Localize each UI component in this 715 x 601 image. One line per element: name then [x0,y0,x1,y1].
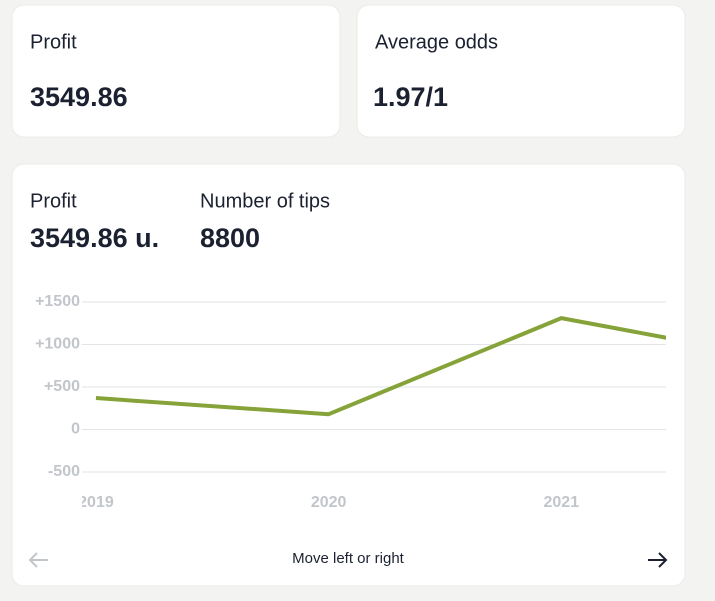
line [95,316,666,417]
x-tick-label: 2020 [311,494,347,511]
card-label: Average odds [375,31,498,53]
y-tick-label: 0 [71,421,80,438]
chart-card [11,163,686,587]
card-value: 1.97/1 [373,82,448,112]
plot-area: 2019 2020 2021 [78,316,666,511]
summary-label: Profit [30,190,77,212]
y-tick-label: +1000 [35,336,80,353]
right-arrow[interactable] [648,552,668,568]
card-value: 3549.86 [30,82,128,112]
summary-label: Number of tips [200,190,330,212]
summary-value: 3549.86 u. [30,223,159,253]
navigation-hint: Move left or right [292,550,405,567]
card [11,4,341,138]
x-tick-label: 2019 [78,494,114,511]
x-tick-label: 2021 [544,494,580,511]
y-tick-label: +500 [44,378,80,395]
left-arrow[interactable] [28,552,48,568]
summary-value: 8800 [200,223,260,253]
card-label: Profit [30,31,77,53]
card [356,4,686,138]
y-tick-label: +1500 [35,293,80,310]
y-tick-label: -500 [48,463,80,480]
chart: +1500 +1000 +500 0 -500 2019 2020 2021 [35,293,666,511]
